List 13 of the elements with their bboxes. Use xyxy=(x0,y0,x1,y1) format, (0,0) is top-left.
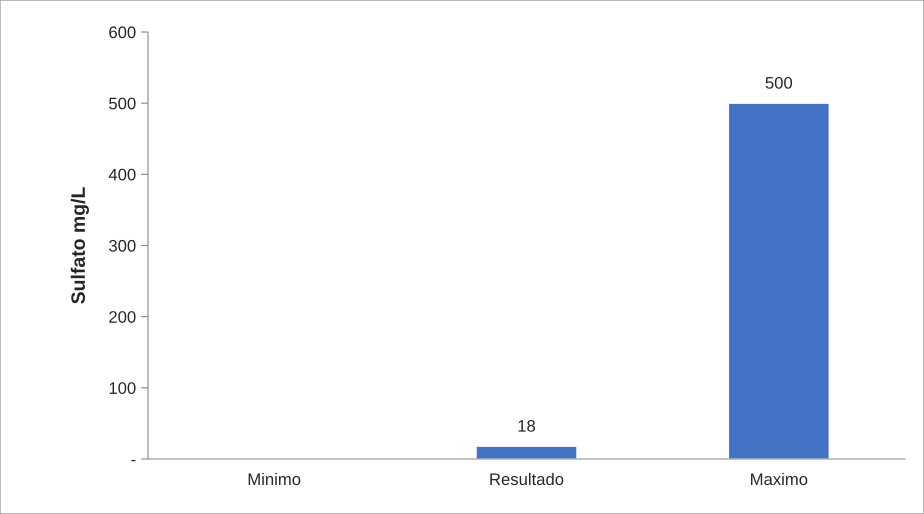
x-tick-label: Resultado xyxy=(490,472,564,486)
y-tick-label: 300 xyxy=(109,240,136,252)
y-tick-label: 100 xyxy=(110,382,136,394)
y-tick-label: 400 xyxy=(108,168,136,181)
y-axis-title: Sulfato mg/L xyxy=(70,187,89,304)
y-tick-label: - xyxy=(131,460,136,462)
data-label: 500 xyxy=(766,76,792,89)
data-label: 18 xyxy=(518,420,536,432)
y-tick-label: 200 xyxy=(109,311,136,323)
x-tick-label: Maximo xyxy=(751,472,808,486)
y-tick-label: 500 xyxy=(109,98,136,110)
x-tick-label: Minimo xyxy=(248,472,300,486)
y-tick-label: 600 xyxy=(109,26,136,38)
